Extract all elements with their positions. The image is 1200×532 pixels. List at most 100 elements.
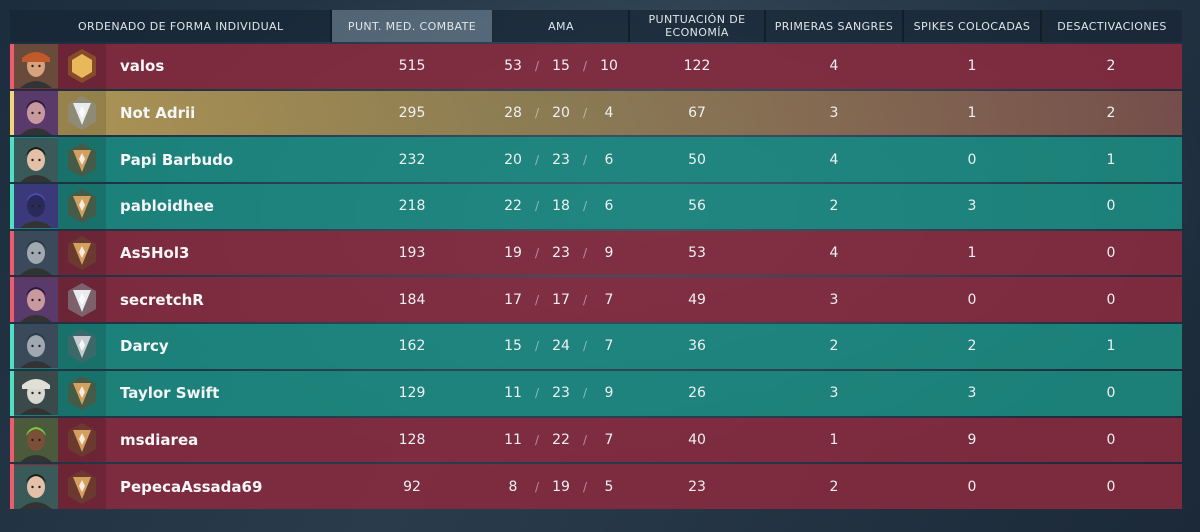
agent-sage-icon bbox=[14, 137, 58, 182]
acs-value: 232 bbox=[398, 151, 426, 168]
first-bloods-value: 3 bbox=[829, 385, 839, 402]
kills-value: 19 bbox=[504, 245, 522, 262]
player-row[interactable]: PepecaAssada69 92 8 / 19 / 5 23 2 0 0 bbox=[10, 464, 1182, 509]
kda-value: 11 / 23 / 9 bbox=[493, 371, 629, 416]
plants-value: 1 bbox=[967, 245, 977, 262]
kda-separator: / bbox=[534, 479, 540, 494]
player-row[interactable]: valos 515 53 / 15 / 10 122 4 1 2 bbox=[10, 44, 1182, 89]
kda-separator: / bbox=[534, 386, 540, 401]
player-name[interactable]: Taylor Swift bbox=[120, 384, 220, 403]
kills-value: 17 bbox=[504, 291, 522, 308]
player-name[interactable]: Darcy bbox=[120, 337, 169, 356]
agent-brimstone-icon bbox=[14, 44, 58, 89]
first-bloods-column-header[interactable]: PRIMERAS SANGRES bbox=[766, 10, 904, 42]
assists-value: 9 bbox=[604, 385, 614, 402]
rank-bronze-icon bbox=[58, 184, 106, 229]
economy-value: 53 bbox=[688, 245, 706, 262]
defuses-column-header[interactable]: DESACTIVACIONES bbox=[1042, 10, 1182, 42]
player-name[interactable]: PepecaAssada69 bbox=[120, 477, 263, 496]
kda-separator: / bbox=[582, 199, 588, 214]
kda-separator: / bbox=[534, 432, 540, 447]
economy-value: 50 bbox=[688, 151, 706, 168]
plants-value: 0 bbox=[967, 151, 977, 168]
first-bloods-value: 2 bbox=[829, 338, 839, 355]
kda-value: 20 / 23 / 6 bbox=[493, 137, 629, 182]
player-row[interactable]: secretchR 184 17 / 17 / 7 49 3 0 0 bbox=[10, 277, 1182, 323]
plants-value: 3 bbox=[967, 198, 977, 215]
kills-value: 22 bbox=[504, 198, 522, 215]
player-row[interactable]: Not Adrii 295 28 / 20 / 4 67 3 1 2 bbox=[10, 90, 1182, 136]
deaths-value: 17 bbox=[552, 291, 570, 308]
kda-separator: / bbox=[534, 199, 540, 214]
sort-mode-header[interactable]: ORDENADO DE FORMA INDIVIDUAL bbox=[10, 10, 332, 42]
kda-separator: / bbox=[534, 59, 540, 74]
assists-value: 7 bbox=[604, 338, 614, 355]
player-name[interactable]: Papi Barbudo bbox=[120, 150, 234, 169]
assists-value: 6 bbox=[604, 151, 614, 168]
kda-column-header[interactable]: AMA bbox=[494, 10, 630, 42]
assists-value: 6 bbox=[604, 198, 614, 215]
kills-value: 15 bbox=[504, 338, 522, 355]
player-name[interactable]: Not Adrii bbox=[120, 104, 196, 123]
kda-separator: / bbox=[534, 292, 540, 307]
team-color-stripe bbox=[10, 230, 14, 276]
rank-bronze-icon bbox=[58, 137, 106, 183]
player-name[interactable]: msdiarea bbox=[120, 430, 199, 449]
acs-value: 515 bbox=[398, 58, 426, 75]
plants-column-header[interactable]: SPIKES COLOCADAS bbox=[904, 10, 1042, 42]
acs-value: 162 bbox=[398, 338, 426, 355]
agent-reyna-icon bbox=[14, 277, 58, 322]
assists-value: 9 bbox=[604, 245, 614, 262]
deaths-value: 23 bbox=[552, 151, 570, 168]
kda-separator: / bbox=[534, 339, 540, 354]
acs-column-header[interactable]: PUNT. MED. COMBATE bbox=[332, 10, 494, 42]
team-color-stripe bbox=[10, 324, 14, 369]
player-rows: valos 515 53 / 15 / 10 122 4 1 2 Not Adr… bbox=[10, 44, 1182, 509]
acs-value: 184 bbox=[398, 291, 426, 308]
defuses-value: 2 bbox=[1106, 105, 1116, 122]
first-bloods-value: 3 bbox=[829, 291, 839, 308]
kda-separator: / bbox=[534, 106, 540, 121]
deaths-value: 19 bbox=[552, 478, 570, 495]
economy-value: 67 bbox=[688, 105, 706, 122]
player-row[interactable]: Papi Barbudo 232 20 / 23 / 6 50 4 0 1 bbox=[10, 137, 1182, 183]
agent-kayo-icon bbox=[14, 231, 58, 276]
deaths-value: 24 bbox=[552, 338, 570, 355]
player-row[interactable]: Darcy 162 15 / 24 / 7 36 2 2 1 bbox=[10, 324, 1182, 369]
economy-value: 36 bbox=[688, 338, 706, 355]
player-name[interactable]: valos bbox=[120, 57, 165, 76]
economy-value: 49 bbox=[688, 291, 706, 308]
player-row[interactable]: pabloidhee 218 22 / 18 / 6 56 2 3 0 bbox=[10, 184, 1182, 229]
team-color-stripe bbox=[10, 370, 14, 416]
rank-bronze-icon bbox=[58, 417, 106, 463]
acs-value: 193 bbox=[398, 245, 426, 262]
kills-value: 53 bbox=[504, 58, 522, 75]
team-color-stripe bbox=[10, 44, 14, 89]
rank-bronze-icon bbox=[58, 230, 106, 276]
acs-value: 128 bbox=[398, 431, 426, 448]
economy-column-header[interactable]: PUNTUACIÓN DE ECONOMÍA bbox=[630, 10, 766, 42]
deaths-value: 23 bbox=[552, 385, 570, 402]
deaths-value: 18 bbox=[552, 198, 570, 215]
kda-separator: / bbox=[582, 386, 588, 401]
kda-value: 53 / 15 / 10 bbox=[493, 44, 629, 89]
team-color-stripe bbox=[10, 464, 14, 509]
assists-value: 5 bbox=[604, 478, 614, 495]
player-row[interactable]: msdiarea 128 11 / 22 / 7 40 1 9 0 bbox=[10, 417, 1182, 463]
player-name[interactable]: secretchR bbox=[120, 290, 204, 309]
economy-value: 56 bbox=[688, 198, 706, 215]
player-row[interactable]: As5Hol3 193 19 / 23 / 9 53 4 1 0 bbox=[10, 230, 1182, 276]
player-name[interactable]: As5Hol3 bbox=[120, 244, 190, 263]
player-name[interactable]: pabloidhee bbox=[120, 197, 214, 216]
first-bloods-value: 4 bbox=[829, 151, 839, 168]
first-bloods-value: 2 bbox=[829, 478, 839, 495]
kda-value: 19 / 23 / 9 bbox=[493, 231, 629, 276]
agent-reyna-icon bbox=[14, 91, 58, 136]
team-color-stripe bbox=[10, 137, 14, 183]
agent-cypher-icon bbox=[14, 371, 58, 416]
plants-value: 0 bbox=[967, 291, 977, 308]
kda-separator: / bbox=[582, 106, 588, 121]
defuses-value: 0 bbox=[1106, 198, 1116, 215]
player-row[interactable]: Taylor Swift 129 11 / 23 / 9 26 3 3 0 bbox=[10, 370, 1182, 416]
plants-value: 3 bbox=[967, 385, 977, 402]
